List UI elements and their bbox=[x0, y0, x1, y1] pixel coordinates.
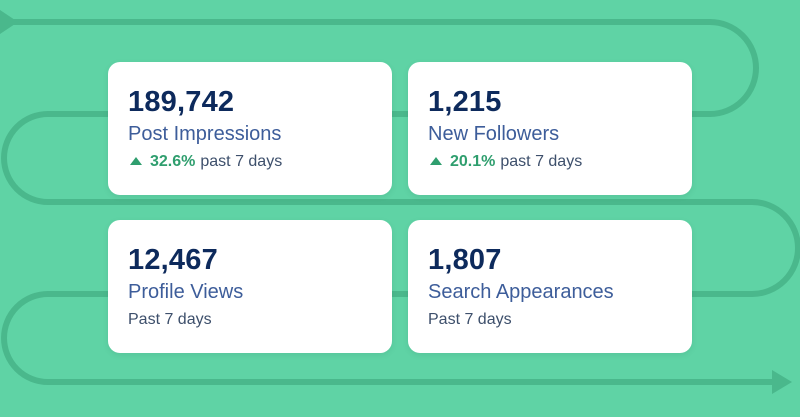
new-followers-period: past 7 days bbox=[500, 153, 583, 170]
post-impressions-label: Post Impressions bbox=[128, 123, 282, 145]
profile-views-label: Profile Views bbox=[128, 281, 244, 303]
new-followers-value: 1,215 bbox=[428, 86, 502, 118]
post-impressions-period: past 7 days bbox=[200, 153, 283, 170]
stat-card-profile-views: 12,467 Profile Views Past 7 days bbox=[108, 220, 392, 353]
search-appearances-label: Search Appearances bbox=[428, 281, 614, 303]
path-start-arrow-icon bbox=[0, 10, 18, 34]
search-appearances-value: 1,807 bbox=[428, 244, 502, 276]
new-followers-label: New Followers bbox=[428, 123, 560, 145]
new-followers-change: 20.1% bbox=[450, 153, 496, 170]
stat-card-post-impressions: 189,742 Post Impressions 32.6% past 7 da… bbox=[108, 62, 392, 195]
search-appearances-period: Past 7 days bbox=[428, 311, 512, 328]
post-impressions-change: 32.6% bbox=[150, 153, 196, 170]
arrow-up-icon bbox=[130, 157, 142, 165]
stat-card-search-appearances: 1,807 Search Appearances Past 7 days bbox=[408, 220, 692, 353]
path-end-arrow-icon bbox=[772, 370, 792, 394]
arrow-up-icon bbox=[430, 157, 442, 165]
post-impressions-value: 189,742 bbox=[128, 86, 235, 118]
new-followers-trend: 20.1% past 7 days bbox=[428, 152, 672, 172]
post-impressions-trend: 32.6% past 7 days bbox=[128, 152, 372, 172]
stat-card-new-followers: 1,215 New Followers 20.1% past 7 days bbox=[408, 62, 692, 195]
profile-views-value: 12,467 bbox=[128, 244, 218, 276]
profile-views-period: Past 7 days bbox=[128, 311, 212, 328]
